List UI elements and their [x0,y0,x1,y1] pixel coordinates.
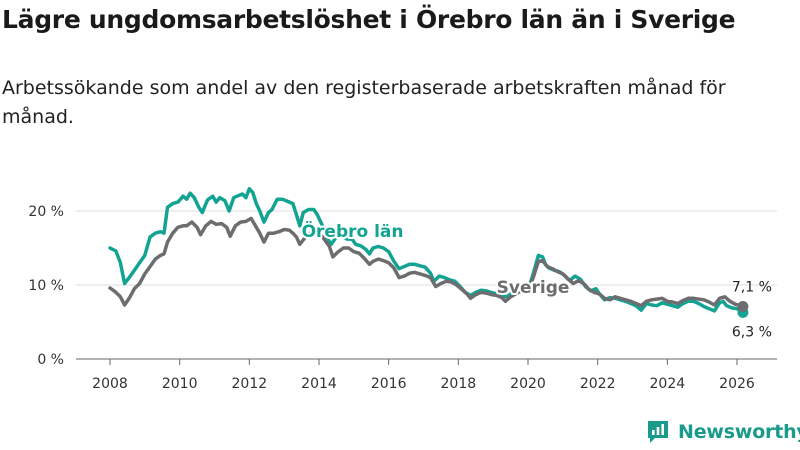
line-chart: 0 % 10 % 20 % 2008 2010 2012 2014 2016 2018 2020 2… [28,187,777,392]
x-tick-label: 2008 [92,376,128,392]
series-layer [108,187,749,318]
series-line-orebro [108,187,745,315]
x-tick-label: 2010 [162,376,198,392]
x-tick-label: 2014 [301,376,337,392]
series-label-orebro: Örebro län [302,220,404,242]
end-marker-sverige [737,300,749,312]
newsworthy-logo-icon [648,421,668,443]
x-tick-label: 2026 [719,376,755,392]
series-label-sverige: Sverige [497,278,570,298]
x-tick-label: 2016 [371,376,407,392]
x-tick-label: 2020 [510,376,546,392]
x-tick-label: 2022 [580,376,616,392]
newsworthy-brand: Newsworthy [646,419,800,445]
grid-layer [76,210,777,286]
y-tick-label: 20 % [28,204,64,220]
chart-subtitle: Arbetssökande som andel av den registerb… [2,77,726,128]
series-line-sverige [108,216,745,309]
label-layer: Örebro län Sverige 7,1 % 6,3 % [300,218,772,340]
y-tick-label: 10 % [28,278,64,294]
end-value-label-orebro: 6,3 % [732,324,772,340]
brand-name: Newsworthy [678,421,800,443]
x-tick-label: 2024 [650,376,686,392]
x-tick-label: 2018 [441,376,477,392]
end-value-label-sverige: 7,1 % [732,279,772,295]
y-tick-label: 0 % [37,352,64,368]
axis-layer: 0 % 10 % 20 % 2008 2010 2012 2014 2016 2018 2020 2… [28,204,777,392]
x-tick-label: 2012 [232,376,268,392]
page-title: Lägre ungdomsarbetslöshet i Örebro län ä… [2,5,736,34]
